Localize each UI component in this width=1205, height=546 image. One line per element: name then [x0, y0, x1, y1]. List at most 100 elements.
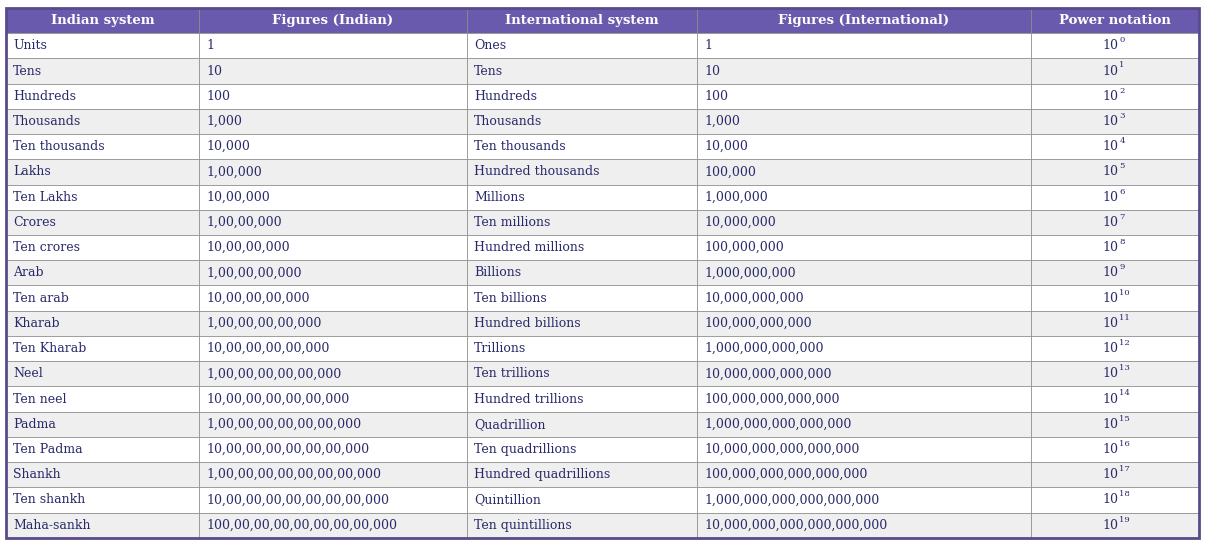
Bar: [698, 336, 1030, 361]
Bar: [6, 311, 199, 336]
Bar: [466, 361, 698, 387]
Bar: [199, 437, 466, 462]
Bar: [199, 33, 466, 58]
Bar: [698, 159, 1030, 185]
Text: Ten Kharab: Ten Kharab: [13, 342, 87, 355]
Text: 10: 10: [1103, 241, 1118, 254]
Text: 1,000,000,000,000,000: 1,000,000,000,000,000: [705, 418, 852, 431]
Text: Units: Units: [13, 39, 47, 52]
Text: 10,00,00,00,00,00,00,00,000: 10,00,00,00,00,00,00,00,000: [206, 494, 389, 507]
Bar: [6, 387, 199, 412]
Text: 10: 10: [1103, 519, 1118, 532]
Text: Ten thousands: Ten thousands: [474, 140, 565, 153]
Text: Power notation: Power notation: [1059, 14, 1171, 27]
Text: Arab: Arab: [13, 266, 43, 280]
Bar: [6, 210, 199, 235]
Text: Ten shankh: Ten shankh: [13, 494, 86, 507]
Text: Hundred quadrillions: Hundred quadrillions: [474, 468, 610, 481]
Text: 1,00,000: 1,00,000: [206, 165, 261, 179]
Bar: [698, 286, 1030, 311]
Text: Ten billions: Ten billions: [474, 292, 547, 305]
Bar: [466, 8, 698, 33]
Text: Hundred billions: Hundred billions: [474, 317, 581, 330]
Bar: [1030, 210, 1199, 235]
Bar: [698, 8, 1030, 33]
Text: 10: 10: [1103, 39, 1118, 52]
Text: 16: 16: [1119, 440, 1130, 448]
Bar: [6, 33, 199, 58]
Text: 4: 4: [1119, 137, 1125, 145]
Text: Ten millions: Ten millions: [474, 216, 551, 229]
Bar: [466, 412, 698, 437]
Text: 10: 10: [1103, 64, 1118, 78]
Text: Thousands: Thousands: [13, 115, 82, 128]
Text: 10,000,000,000,000: 10,000,000,000,000: [705, 367, 831, 381]
Bar: [199, 286, 466, 311]
Bar: [698, 513, 1030, 538]
Bar: [1030, 336, 1199, 361]
Text: Trillions: Trillions: [474, 342, 527, 355]
Bar: [199, 8, 466, 33]
Bar: [199, 210, 466, 235]
Text: 10: 10: [1103, 191, 1118, 204]
Text: 1,000: 1,000: [206, 115, 242, 128]
Text: 10,000: 10,000: [206, 140, 251, 153]
Text: 18: 18: [1119, 490, 1130, 498]
Text: 100,000,000,000: 100,000,000,000: [705, 317, 812, 330]
Bar: [466, 235, 698, 260]
Bar: [466, 134, 698, 159]
Bar: [466, 84, 698, 109]
Bar: [6, 513, 199, 538]
Bar: [6, 361, 199, 387]
Bar: [466, 462, 698, 488]
Bar: [466, 159, 698, 185]
Text: Tens: Tens: [474, 64, 504, 78]
Bar: [1030, 437, 1199, 462]
Text: 7: 7: [1119, 213, 1124, 221]
Bar: [6, 488, 199, 513]
Text: 100,000: 100,000: [705, 165, 757, 179]
Text: Figures (International): Figures (International): [778, 14, 950, 27]
Text: Ten Lakhs: Ten Lakhs: [13, 191, 78, 204]
Text: 10,00,00,000: 10,00,00,000: [206, 241, 290, 254]
Bar: [199, 412, 466, 437]
Text: Neel: Neel: [13, 367, 43, 381]
Text: 1,000,000: 1,000,000: [705, 191, 768, 204]
Bar: [466, 109, 698, 134]
Text: 10,00,00,00,00,000: 10,00,00,00,00,000: [206, 342, 330, 355]
Text: 1: 1: [206, 39, 214, 52]
Text: Crores: Crores: [13, 216, 57, 229]
Bar: [466, 185, 698, 210]
Bar: [199, 462, 466, 488]
Text: Padma: Padma: [13, 418, 57, 431]
Text: Ten quintillions: Ten quintillions: [474, 519, 571, 532]
Bar: [6, 260, 199, 286]
Bar: [199, 84, 466, 109]
Text: 17: 17: [1119, 465, 1130, 473]
Bar: [1030, 462, 1199, 488]
Bar: [6, 185, 199, 210]
Text: 100,000,000: 100,000,000: [705, 241, 784, 254]
Text: 100: 100: [705, 90, 728, 103]
Bar: [466, 513, 698, 538]
Text: 10,00,00,00,000: 10,00,00,00,000: [206, 292, 310, 305]
Bar: [1030, 412, 1199, 437]
Text: Millions: Millions: [474, 191, 524, 204]
Text: 0: 0: [1119, 36, 1124, 44]
Text: 10,00,00,00,00,00,00,000: 10,00,00,00,00,00,00,000: [206, 443, 370, 456]
Text: 1,00,00,00,00,00,00,00,000: 1,00,00,00,00,00,00,00,000: [206, 468, 381, 481]
Text: Hundred millions: Hundred millions: [474, 241, 584, 254]
Bar: [1030, 134, 1199, 159]
Text: 1: 1: [705, 39, 712, 52]
Bar: [698, 387, 1030, 412]
Text: Hundreds: Hundreds: [13, 90, 76, 103]
Text: Figures (Indian): Figures (Indian): [272, 14, 394, 27]
Bar: [466, 311, 698, 336]
Bar: [6, 109, 199, 134]
Text: 10: 10: [1103, 468, 1118, 481]
Bar: [466, 336, 698, 361]
Bar: [6, 235, 199, 260]
Text: 10: 10: [1103, 115, 1118, 128]
Text: 10: 10: [1103, 90, 1118, 103]
Bar: [1030, 185, 1199, 210]
